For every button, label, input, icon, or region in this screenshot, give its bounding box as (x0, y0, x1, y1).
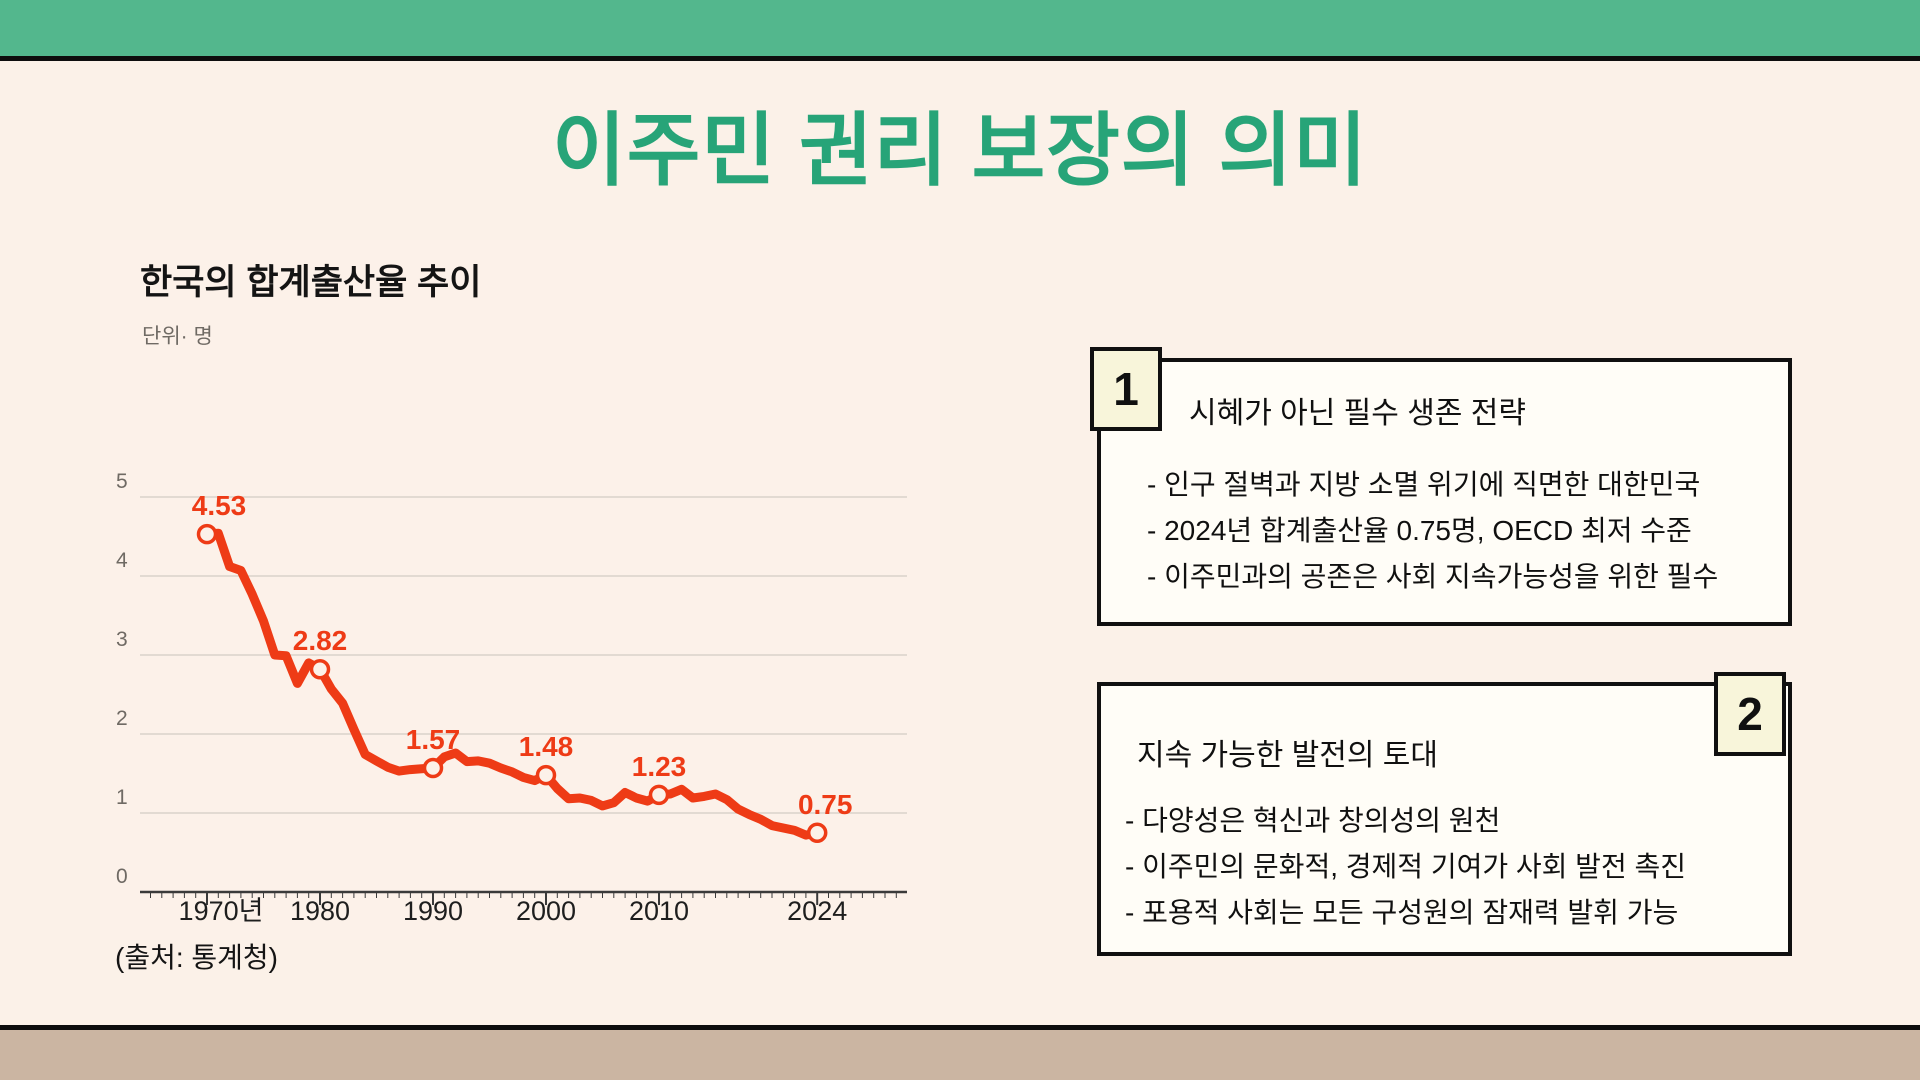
x-tick-label: 2000 (516, 896, 576, 922)
y-tick-label: 3 (116, 628, 128, 651)
bottom-tan-bar (0, 1030, 1920, 1080)
data-point-marker (309, 658, 331, 680)
bullet-item: - 인구 절벽과 지방 소멸 위기에 직면한 대한민국 (1147, 469, 1701, 500)
badge-number-1: 1 (1090, 347, 1162, 431)
fertility-line-chart: 0 1 2 3 4 5 1970년 1980 1990 2000 2010 2024 4.53 2.82 1… (116, 470, 907, 922)
bottom-divider-line (0, 1025, 1920, 1030)
bullet-item: - 2024년 합계출산율 0.75명, OECD 최저 수준 (1147, 515, 1692, 546)
y-tick-label: 2 (116, 707, 128, 730)
data-point-marker (535, 764, 557, 786)
data-point-label: 4.53 (192, 490, 247, 521)
chart-title: 한국의 합계출산율 추이 (140, 263, 482, 302)
data-point-marker (422, 757, 444, 779)
box-2-title: 지속 가능한 발전의 토대 (1137, 739, 1439, 772)
data-point-label: 1.48 (519, 731, 574, 762)
data-point-label: 1.57 (406, 724, 461, 755)
x-tick-label: 1980 (290, 896, 350, 922)
top-divider-line (0, 56, 1920, 61)
box-1-title: 시혜가 아닌 필수 생존 전략 (1189, 397, 1526, 430)
chart-unit-label: 단위· 명 (142, 325, 213, 348)
info-box-sustainable-development: 2 지속 가능한 발전의 토대 - 다양성은 혁신과 창의성의 원천 - 이주민… (1097, 672, 1792, 956)
y-tick-label: 4 (116, 549, 128, 572)
x-tick-label: 2024 (787, 896, 847, 922)
y-tick-label: 5 (116, 470, 128, 493)
x-tick-label: 2010 (629, 896, 689, 922)
data-point-label: 0.75 (798, 789, 853, 820)
info-box-survival-strategy: 1 시혜가 아닌 필수 생존 전략 - 인구 절벽과 지방 소멸 위기에 직면한… (1090, 347, 1792, 626)
badge-number-2: 2 (1714, 672, 1786, 756)
data-point-label: 2.82 (293, 625, 348, 656)
box-2-bullets: - 다양성은 혁신과 창의성의 원천 - 이주민의 문화적, 경제적 기여가 사… (1125, 798, 1686, 936)
data-point-marker (806, 822, 828, 843)
bullet-item: - 포용적 사회는 모든 구성원의 잠재력 발휘 가능 (1125, 897, 1679, 928)
x-tick-label: 1990 (403, 896, 463, 922)
fertility-chart-panel: 한국의 합계출산율 추이 단위· 명 0 1 2 3 4 5 1970년 1980 1990 20… (100, 240, 940, 940)
y-tick-label: 0 (116, 865, 128, 888)
data-point-marker (648, 784, 670, 806)
bullet-item: - 이주민의 문화적, 경제적 기여가 사회 발전 촉진 (1125, 851, 1687, 882)
data-point-marker (196, 523, 218, 545)
data-point-label: 1.23 (632, 751, 687, 782)
slide-title: 이주민 권리 보장의 의미 (552, 106, 1368, 195)
box-1-bullets: - 인구 절벽과 지방 소멸 위기에 직면한 대한민국 - 2024년 합계출산… (1147, 462, 1718, 600)
fertility-rate-line (202, 528, 822, 840)
y-tick-label: 1 (116, 786, 128, 809)
x-tick-label: 1970년 (179, 896, 264, 922)
top-green-bar (0, 0, 1920, 56)
bullet-item: - 이주민과의 공존은 사회 지속가능성을 위한 필수 (1147, 561, 1719, 592)
chart-source: (출처: 통계청) (115, 942, 279, 973)
bullet-item: - 다양성은 혁신과 창의성의 원천 (1125, 805, 1501, 836)
